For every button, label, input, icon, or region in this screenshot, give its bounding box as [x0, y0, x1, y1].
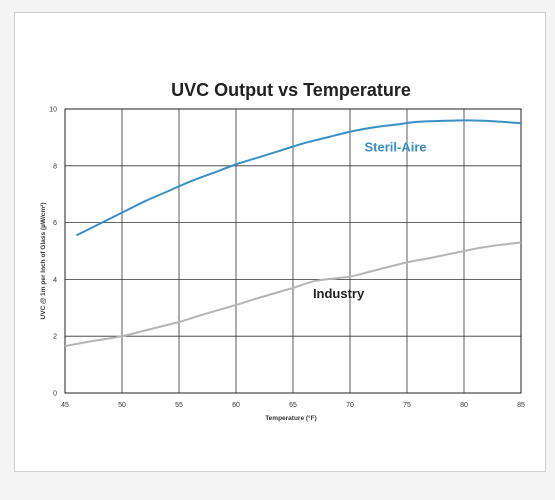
y-tick-label-0: 0: [53, 391, 57, 398]
x-tick-label-3: 60: [232, 402, 240, 409]
chart-frame: UVC Output vs Temperature Steril-Aire Ind…: [14, 12, 546, 472]
uvc-line-chart: UVC Output vs Temperature Steril-Aire Ind…: [40, 80, 525, 422]
plot-border: [64, 108, 522, 394]
tick-labels: 45 50 55 60 65 70 75 80 85 0 2 4 6 8 10: [49, 107, 525, 410]
x-tick-label-2: 55: [175, 402, 183, 409]
x-tick-label-5: 70: [346, 402, 354, 409]
x-axis-label: Temperature (°F): [265, 414, 317, 422]
y-tick-label-5: 10: [49, 107, 57, 114]
x-tick-label-1: 50: [118, 402, 126, 409]
y-tick-label-2: 4: [53, 277, 57, 284]
y-axis-label: UVC @ 1m per Inch of Glass (µW/cm²): [40, 203, 47, 320]
x-tick-label-0: 45: [61, 402, 69, 409]
x-tick-label-6: 75: [403, 402, 411, 409]
series-layer: Steril-Aire Industry: [64, 119, 522, 348]
x-tick-label-8: 85: [517, 402, 525, 409]
x-tick-label-4: 65: [289, 402, 297, 409]
y-tick-label-1: 2: [53, 334, 57, 341]
series-line-1: [64, 241, 522, 348]
series-label-1: Industry: [313, 286, 365, 301]
chart-title: UVC Output vs Temperature: [171, 80, 411, 100]
y-tick-label-3: 6: [53, 220, 57, 227]
x-tick-label-7: 80: [460, 402, 468, 409]
y-tick-label-4: 8: [53, 163, 57, 170]
chart-grid: [64, 108, 522, 394]
series-line-0: [75, 119, 522, 237]
series-label-0: Steril-Aire: [365, 140, 427, 155]
